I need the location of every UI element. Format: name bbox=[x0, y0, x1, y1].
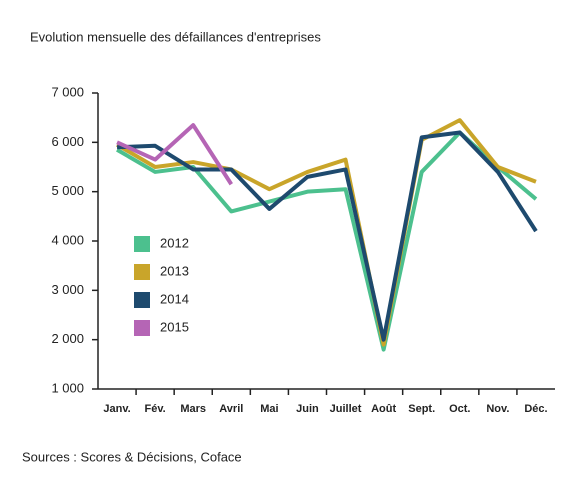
legend-label: 2013 bbox=[160, 263, 189, 278]
legend-label: 2015 bbox=[160, 319, 189, 334]
series-line bbox=[116, 123, 233, 186]
y-tick-label: 7 000 bbox=[51, 84, 84, 99]
x-tick-label: Avril bbox=[219, 403, 243, 415]
x-tick-label: Juin bbox=[296, 403, 319, 415]
x-tick-label: Juillet bbox=[330, 403, 362, 415]
y-tick-label: 2 000 bbox=[51, 331, 84, 346]
series-line bbox=[116, 130, 538, 342]
x-tick-label: Nov. bbox=[486, 403, 509, 415]
legend-label: 2012 bbox=[160, 235, 189, 250]
y-tick-label: 4 000 bbox=[51, 232, 84, 247]
legend-label: 2014 bbox=[160, 291, 189, 306]
legend-swatch bbox=[134, 236, 150, 252]
y-tick-label: 3 000 bbox=[51, 282, 84, 297]
legend-swatch bbox=[134, 292, 150, 308]
chart-title: Evolution mensuelle des défaillances d'e… bbox=[30, 29, 321, 44]
x-tick-label: Août bbox=[371, 403, 396, 415]
x-tick-label: Déc. bbox=[524, 403, 547, 415]
x-tick-label: Mars bbox=[180, 403, 206, 415]
x-tick-label: Sept. bbox=[408, 403, 435, 415]
y-tick-label: 5 000 bbox=[51, 183, 84, 198]
x-tick-label: Janv. bbox=[103, 403, 130, 415]
x-tick-label: Oct. bbox=[449, 403, 470, 415]
legend-swatch bbox=[134, 320, 150, 336]
y-tick-label: 6 000 bbox=[51, 134, 84, 149]
x-tick-label: Fév. bbox=[145, 403, 166, 415]
y-tick-label: 1 000 bbox=[51, 380, 84, 395]
series-line bbox=[116, 118, 537, 347]
source: Sources : Scores & Décisions, Coface bbox=[22, 449, 242, 464]
legend-swatch bbox=[134, 264, 150, 280]
x-tick-label: Mai bbox=[260, 403, 278, 415]
